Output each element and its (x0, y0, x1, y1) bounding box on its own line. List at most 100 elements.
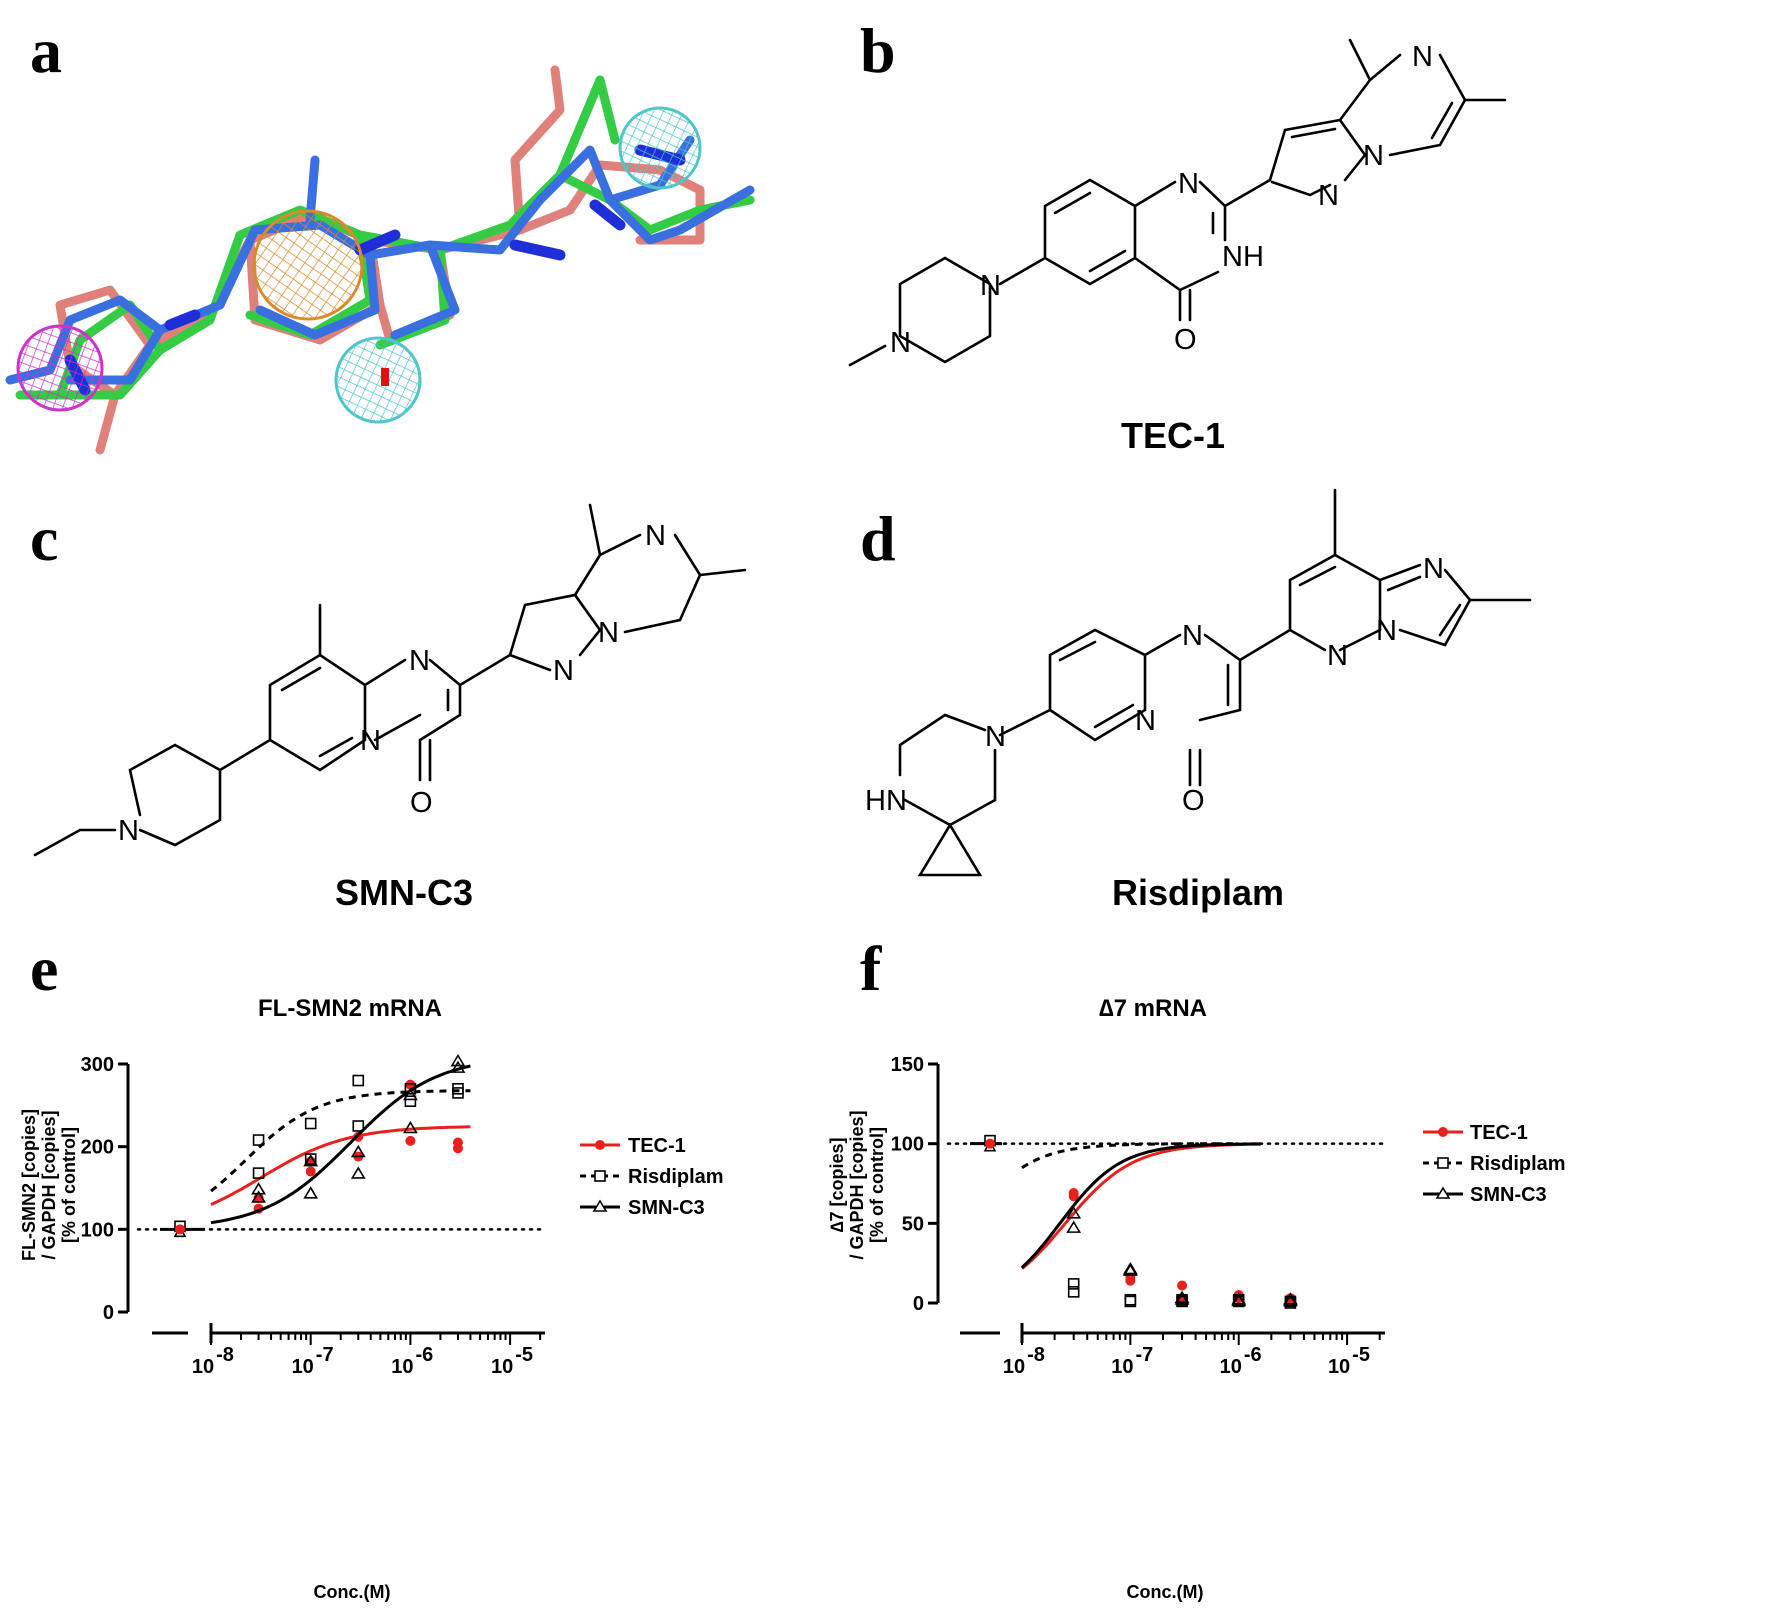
y-tick-label: 300 (81, 1054, 114, 1076)
data-point-tec-1 (452, 1137, 463, 1148)
legend-marker-tec1 (1438, 1127, 1448, 1137)
chart-e-ylabel: FL-SMN2 [copies] / GAPDH [copies] [% of … (19, 1109, 79, 1261)
panel-letter-e: e (30, 933, 58, 1004)
data-point-risdiplam (252, 1134, 265, 1146)
chart-e-ylabel-line1: FL-SMN2 [copies] (19, 1109, 39, 1261)
atom-label: O (410, 787, 433, 819)
data-point-smn-c3 (402, 1087, 418, 1101)
panel-letter-a: a (30, 15, 62, 86)
atom-label: N (1363, 140, 1384, 172)
acceptor-sphere-lower (334, 336, 422, 424)
data-point-smn-c3 (1283, 1293, 1298, 1307)
data-point-tec-1 (305, 1166, 316, 1177)
chart-e-xlabel: Conc.(M) (314, 1582, 391, 1602)
compound-name-risdiplam: Risdiplam (1112, 872, 1284, 913)
atom-label: N (985, 721, 1006, 753)
x-tick-exponent: -8 (1027, 1344, 1045, 1366)
data-point-smn-c3 (350, 1144, 366, 1158)
x-tick-exponent: -6 (416, 1344, 434, 1366)
structure-smnc3: N N N O N N N SMN-C3 (33, 503, 747, 913)
legend-marker-risdiplam (1437, 1157, 1449, 1169)
atom-label: N (598, 617, 619, 649)
data-point-smn-c3 (450, 1060, 466, 1073)
atom-label: HN (865, 785, 907, 817)
atom-label: NH (1222, 241, 1264, 273)
x-tick-label: 10 (1328, 1356, 1350, 1378)
data-point-tec-1 (1177, 1280, 1188, 1291)
atom-label: N (360, 725, 381, 757)
x-tick-label: 10 (192, 1356, 214, 1378)
atom-label: N (1135, 705, 1156, 737)
legend-label-risdiplam: Risdiplam (1470, 1153, 1566, 1175)
data-point-risdiplam (352, 1074, 365, 1087)
panel-letter-d: d (860, 503, 896, 574)
legend-marker-smnc3 (592, 1199, 608, 1212)
x-tick-exponent: -7 (1135, 1344, 1153, 1366)
chart-e-title: FL-SMN2 mRNA (258, 995, 442, 1022)
atom-label: N (1178, 168, 1199, 200)
legend-marker-tec1 (595, 1140, 605, 1150)
data-point-smn-c3 (1283, 1292, 1298, 1305)
panel-letter-f: f (860, 933, 882, 1004)
fit-curve-smn-c3 (210, 1064, 471, 1225)
legend-label-tec1: TEC-1 (628, 1135, 686, 1157)
data-point-smn-c3 (303, 1153, 319, 1167)
compound-name-tec1: TEC-1 (1121, 415, 1225, 456)
data-point-smn-c3 (1122, 1261, 1138, 1275)
y-tick-label: 100 (891, 1134, 924, 1156)
data-point-risdiplam (352, 1120, 365, 1132)
atom-label: N (1327, 640, 1348, 672)
fit-curve-tec-1 (210, 1125, 471, 1206)
data-point-tec-1 (405, 1135, 416, 1146)
fit-curve-tec-1 (1021, 1142, 1261, 1270)
data-point-smn-c3 (251, 1190, 266, 1203)
chart-f-ylabel-line2: / GAPDH [copies] (847, 1110, 867, 1259)
legend-label-risdiplam: Risdiplam (628, 1166, 724, 1188)
chart-f-legend: TEC-1 Risdiplam SMN-C3 (1423, 1122, 1566, 1206)
chart-e-legend: TEC-1 Risdiplam SMN-C3 (580, 1135, 724, 1219)
chart-f: ∆7 mRNA ∆7 [copies] / GAPDH [copies] [% … (827, 995, 1566, 1602)
data-point-risdiplam (1067, 1286, 1080, 1298)
atom-label: N (645, 520, 666, 552)
structure-tec1: N N N NH O N N N TEC-1 (848, 38, 1507, 456)
legend-label-smnc3: SMN-C3 (628, 1197, 705, 1219)
pharmacophore-overlay (5, 65, 755, 455)
panel-letter-c: c (30, 503, 58, 574)
data-point-risdiplam (304, 1117, 317, 1130)
data-point-smn-c3 (303, 1186, 319, 1199)
atom-label: N (980, 270, 1001, 302)
x-tick-label: 10 (391, 1356, 413, 1378)
chart-e-ylabel-line3: [% of control] (59, 1127, 79, 1243)
atom-label: N (118, 815, 139, 847)
data-point-smn-c3 (1174, 1290, 1190, 1304)
panel-letter-b: b (860, 15, 896, 86)
data-point-smn-c3 (1122, 1263, 1138, 1276)
x-tick-exponent: -6 (1244, 1344, 1262, 1366)
data-point-risdiplam (252, 1167, 265, 1179)
control-marker-circle (985, 1138, 995, 1149)
data-point-smn-c3 (1231, 1292, 1247, 1305)
structure-risdiplam: N HN N N O N N N Risdiplam (865, 488, 1532, 913)
chart-f-xlabel: Conc.(M) (1127, 1582, 1204, 1602)
x-tick-exponent: -8 (216, 1344, 234, 1366)
y-tick-label: 150 (891, 1054, 924, 1076)
data-point-risdiplam (1067, 1278, 1080, 1290)
chart-f-ylabel: ∆7 [copies] / GAPDH [copies] [% of contr… (827, 1110, 887, 1259)
y-tick-label: 0 (913, 1293, 924, 1315)
atom-label: N (1182, 620, 1203, 652)
atom-label: O (1174, 324, 1197, 356)
legend-label-tec1: TEC-1 (1470, 1122, 1528, 1144)
chart-f-ylabel-line3: [% of control] (867, 1127, 887, 1243)
data-point-smn-c3 (350, 1166, 366, 1179)
y-tick-label: 200 (81, 1137, 114, 1159)
legend-marker-smnc3 (1435, 1186, 1451, 1199)
x-tick-exponent: -5 (1352, 1344, 1370, 1366)
control-marker-circle (175, 1224, 185, 1235)
data-point-risdiplam (404, 1095, 417, 1107)
x-tick-exponent: -5 (515, 1344, 533, 1366)
oxygen-marker (381, 368, 389, 386)
acceptor-sphere-upper (618, 106, 702, 190)
legend-marker-risdiplam (594, 1170, 606, 1182)
